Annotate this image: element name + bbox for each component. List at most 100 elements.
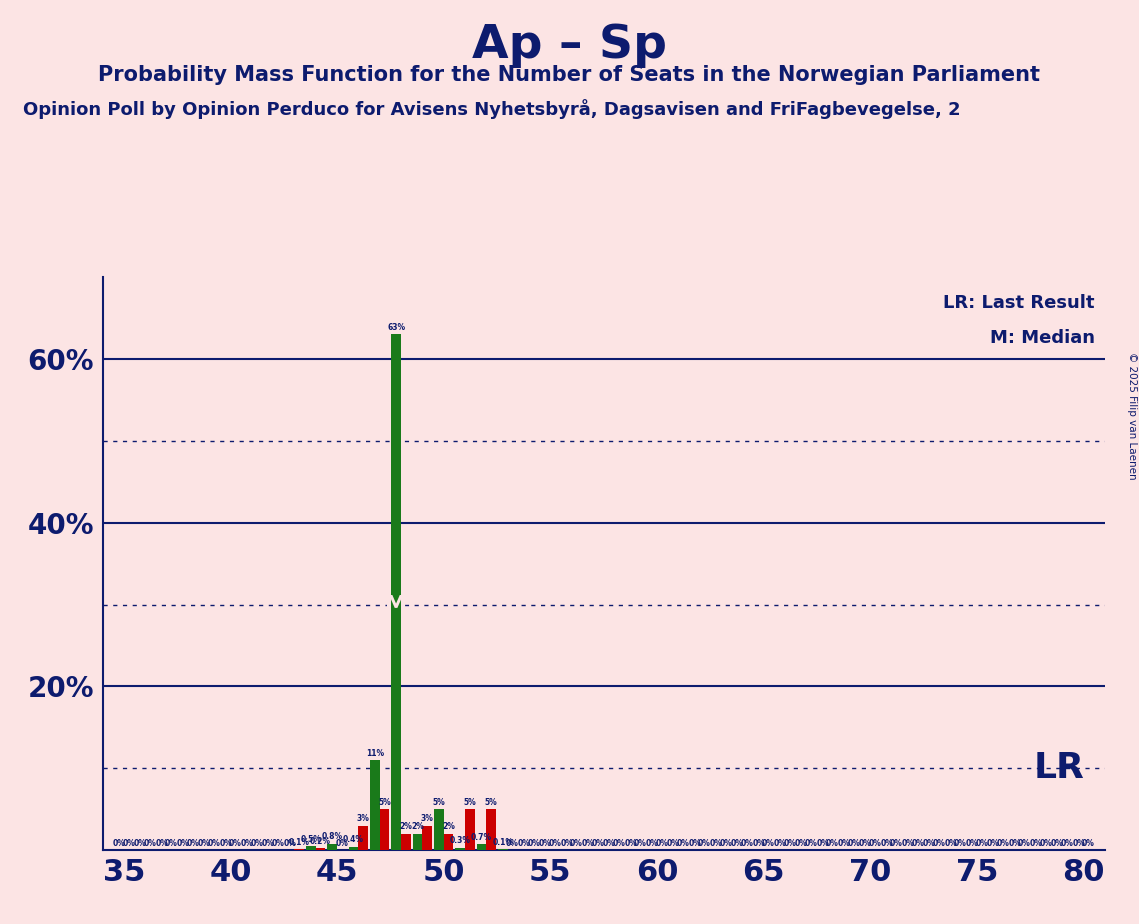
Text: 0%: 0% xyxy=(1039,839,1052,847)
Text: 0%: 0% xyxy=(122,839,136,847)
Text: 0.2%: 0.2% xyxy=(310,837,331,846)
Text: 0%: 0% xyxy=(753,839,765,847)
Text: 0%: 0% xyxy=(229,839,241,847)
Text: 0%: 0% xyxy=(336,839,349,847)
Bar xyxy=(477,845,486,850)
Text: 0%: 0% xyxy=(988,839,1000,847)
Text: 0%: 0% xyxy=(144,839,156,847)
Text: 0%: 0% xyxy=(1060,839,1073,847)
Text: 5%: 5% xyxy=(464,797,476,807)
Bar xyxy=(306,846,316,850)
Text: 0%: 0% xyxy=(240,839,254,847)
Text: 0%: 0% xyxy=(944,839,957,847)
Bar xyxy=(370,760,379,850)
Text: 2%: 2% xyxy=(411,822,424,832)
Text: 0%: 0% xyxy=(966,839,978,847)
Text: 0%: 0% xyxy=(582,839,595,847)
Text: 0%: 0% xyxy=(817,839,829,847)
Bar xyxy=(434,809,444,850)
Text: 0%: 0% xyxy=(527,839,540,847)
Text: 0%: 0% xyxy=(667,839,680,847)
Text: 0%: 0% xyxy=(880,839,893,847)
Text: Opinion Poll by Opinion Perduco for Avisens Nyhetsbyrå, Dagsavisen and FriFagbev: Opinion Poll by Opinion Perduco for Avis… xyxy=(23,99,960,119)
Text: 63%: 63% xyxy=(387,323,405,332)
Text: 0%: 0% xyxy=(773,839,787,847)
Text: 0%: 0% xyxy=(1018,839,1031,847)
Text: 0%: 0% xyxy=(506,839,519,847)
Text: 0%: 0% xyxy=(720,839,732,847)
Text: 0%: 0% xyxy=(624,839,638,847)
Text: 0%: 0% xyxy=(997,839,1009,847)
Text: 0%: 0% xyxy=(613,839,625,847)
Bar xyxy=(444,833,453,850)
Text: 0%: 0% xyxy=(688,839,702,847)
Text: Ap – Sp: Ap – Sp xyxy=(472,23,667,68)
Text: 0%: 0% xyxy=(113,839,125,847)
Text: 0%: 0% xyxy=(646,839,658,847)
Text: 0%: 0% xyxy=(219,839,232,847)
Text: LR: LR xyxy=(1034,751,1084,785)
Text: 0%: 0% xyxy=(284,839,296,847)
Text: 0%: 0% xyxy=(698,839,711,847)
Text: 0%: 0% xyxy=(271,839,285,847)
Text: 0%: 0% xyxy=(603,839,616,847)
Bar xyxy=(328,844,337,850)
Text: 0%: 0% xyxy=(155,839,169,847)
Text: M: M xyxy=(385,594,408,614)
Text: 0%: 0% xyxy=(902,839,915,847)
Text: 3%: 3% xyxy=(357,814,370,823)
Text: 0.1%: 0.1% xyxy=(492,838,514,846)
Text: LR: Last Result: LR: Last Result xyxy=(943,295,1095,312)
Text: 0%: 0% xyxy=(549,839,562,847)
Text: 0%: 0% xyxy=(186,839,199,847)
Text: 0.8%: 0.8% xyxy=(321,833,343,841)
Bar xyxy=(412,833,423,850)
Text: 0%: 0% xyxy=(923,839,936,847)
Text: 0%: 0% xyxy=(837,839,851,847)
Text: 0.4%: 0.4% xyxy=(343,835,364,845)
Bar xyxy=(359,825,368,850)
Text: 0.5%: 0.5% xyxy=(301,834,321,844)
Text: 0%: 0% xyxy=(560,839,573,847)
Text: 0%: 0% xyxy=(826,839,838,847)
Bar xyxy=(379,809,390,850)
Bar xyxy=(465,809,475,850)
Text: 2%: 2% xyxy=(442,822,454,832)
Bar xyxy=(486,809,495,850)
Text: 0%: 0% xyxy=(177,839,189,847)
Text: 0%: 0% xyxy=(1082,839,1095,847)
Text: 0%: 0% xyxy=(207,839,220,847)
Text: Probability Mass Function for the Number of Seats in the Norwegian Parliament: Probability Mass Function for the Number… xyxy=(98,65,1041,85)
Text: 0%: 0% xyxy=(804,839,818,847)
Text: 0%: 0% xyxy=(198,839,211,847)
Text: 11%: 11% xyxy=(366,748,384,758)
Bar xyxy=(401,833,411,850)
Text: 0%: 0% xyxy=(869,839,882,847)
Text: 0%: 0% xyxy=(740,839,754,847)
Text: 0%: 0% xyxy=(784,839,796,847)
Bar xyxy=(392,334,401,850)
Text: 0%: 0% xyxy=(570,839,583,847)
Text: 0%: 0% xyxy=(165,839,178,847)
Text: 0%: 0% xyxy=(677,839,689,847)
Text: 0%: 0% xyxy=(975,839,989,847)
Text: 0%: 0% xyxy=(634,839,647,847)
Text: 0%: 0% xyxy=(890,839,903,847)
Text: 0%: 0% xyxy=(933,839,945,847)
Text: 0.3%: 0.3% xyxy=(450,836,470,845)
Text: 0%: 0% xyxy=(251,839,263,847)
Text: 0%: 0% xyxy=(731,839,744,847)
Bar xyxy=(423,825,432,850)
Text: 2%: 2% xyxy=(400,822,412,832)
Text: 0%: 0% xyxy=(262,839,274,847)
Text: 0%: 0% xyxy=(591,839,605,847)
Bar xyxy=(349,846,359,850)
Text: 0.1%: 0.1% xyxy=(289,838,310,846)
Text: 0%: 0% xyxy=(953,839,967,847)
Bar xyxy=(456,847,465,850)
Text: 0%: 0% xyxy=(518,839,531,847)
Text: M: Median: M: Median xyxy=(990,329,1095,346)
Text: 3%: 3% xyxy=(420,814,434,823)
Text: 0%: 0% xyxy=(762,839,775,847)
Text: 0%: 0% xyxy=(1051,839,1064,847)
